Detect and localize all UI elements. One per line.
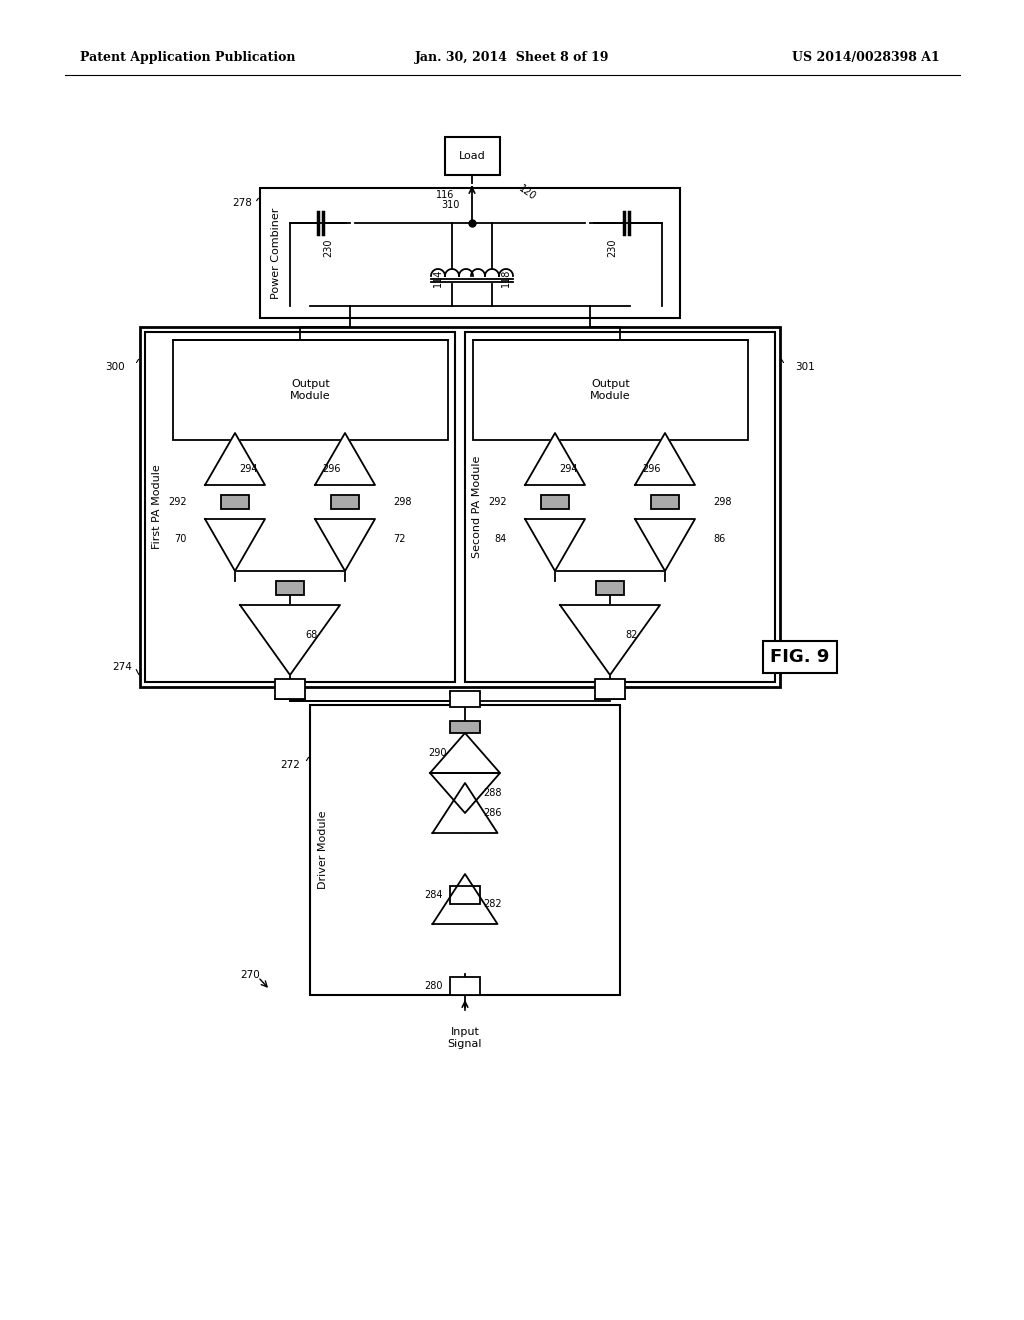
- Text: 298: 298: [393, 498, 412, 507]
- Text: 290: 290: [428, 748, 447, 758]
- Text: 114: 114: [433, 269, 443, 288]
- Polygon shape: [430, 774, 500, 813]
- Text: 288: 288: [483, 788, 502, 799]
- Text: 230: 230: [323, 239, 333, 257]
- Polygon shape: [315, 519, 375, 572]
- Text: 282: 282: [483, 899, 502, 909]
- Text: 296: 296: [642, 465, 662, 474]
- Text: 292: 292: [168, 498, 187, 507]
- Text: 301: 301: [795, 362, 815, 372]
- Text: Power Combiner: Power Combiner: [271, 207, 281, 298]
- Text: 292: 292: [488, 498, 507, 507]
- Polygon shape: [525, 519, 585, 572]
- Bar: [331, 495, 359, 510]
- Text: 68: 68: [305, 630, 317, 640]
- Text: Load: Load: [459, 150, 485, 161]
- Text: 296: 296: [323, 465, 341, 474]
- Text: 82: 82: [625, 630, 637, 640]
- Bar: [651, 495, 679, 510]
- Bar: [260, 187, 680, 318]
- Bar: [145, 333, 455, 682]
- Text: US 2014/0028398 A1: US 2014/0028398 A1: [793, 51, 940, 65]
- Text: 72: 72: [393, 535, 406, 544]
- Text: 274: 274: [112, 663, 132, 672]
- Text: 310: 310: [441, 201, 460, 210]
- Bar: [595, 678, 625, 700]
- Text: 278: 278: [232, 198, 252, 209]
- Polygon shape: [635, 519, 695, 572]
- Polygon shape: [315, 433, 375, 484]
- Polygon shape: [432, 874, 498, 924]
- Polygon shape: [430, 733, 500, 774]
- Bar: [541, 495, 569, 510]
- Text: Driver Module: Driver Module: [318, 810, 328, 890]
- Bar: [444, 137, 500, 176]
- Text: 294: 294: [559, 465, 578, 474]
- Polygon shape: [525, 433, 585, 484]
- Text: 280: 280: [425, 981, 443, 991]
- Bar: [450, 721, 480, 733]
- Text: Second PA Module: Second PA Module: [472, 455, 482, 558]
- Polygon shape: [240, 605, 340, 675]
- Text: 70: 70: [175, 535, 187, 544]
- Text: 118: 118: [501, 269, 511, 288]
- Text: 116: 116: [435, 190, 454, 201]
- Polygon shape: [560, 605, 660, 675]
- Bar: [310, 705, 620, 995]
- Polygon shape: [205, 519, 265, 572]
- Text: Output
Module: Output Module: [590, 379, 631, 401]
- Bar: [275, 678, 305, 700]
- Text: 86: 86: [713, 535, 725, 544]
- Text: 284: 284: [425, 890, 443, 900]
- Text: 286: 286: [483, 808, 502, 818]
- Bar: [465, 333, 775, 682]
- Text: 120: 120: [517, 183, 538, 202]
- Text: 300: 300: [105, 362, 125, 372]
- Text: Jan. 30, 2014  Sheet 8 of 19: Jan. 30, 2014 Sheet 8 of 19: [415, 51, 609, 65]
- Bar: [473, 341, 748, 440]
- Text: Input
Signal: Input Signal: [447, 1027, 482, 1048]
- Text: 298: 298: [713, 498, 731, 507]
- Polygon shape: [635, 433, 695, 484]
- Polygon shape: [205, 433, 265, 484]
- Bar: [596, 581, 624, 595]
- Text: 272: 272: [281, 760, 300, 770]
- Bar: [450, 886, 480, 904]
- Text: 84: 84: [495, 535, 507, 544]
- Bar: [450, 977, 480, 995]
- Text: Patent Application Publication: Patent Application Publication: [80, 51, 296, 65]
- Text: FIG. 9: FIG. 9: [770, 648, 829, 667]
- Bar: [140, 327, 780, 686]
- Text: Output
Module: Output Module: [290, 379, 331, 401]
- Text: First PA Module: First PA Module: [152, 465, 162, 549]
- Text: 294: 294: [239, 465, 257, 474]
- Bar: [276, 581, 304, 595]
- Bar: [450, 690, 480, 708]
- Bar: [221, 495, 249, 510]
- Text: 270: 270: [241, 970, 260, 979]
- Text: 276: 276: [788, 663, 808, 672]
- Polygon shape: [432, 783, 498, 833]
- Text: 230: 230: [607, 239, 617, 257]
- Bar: [173, 341, 449, 440]
